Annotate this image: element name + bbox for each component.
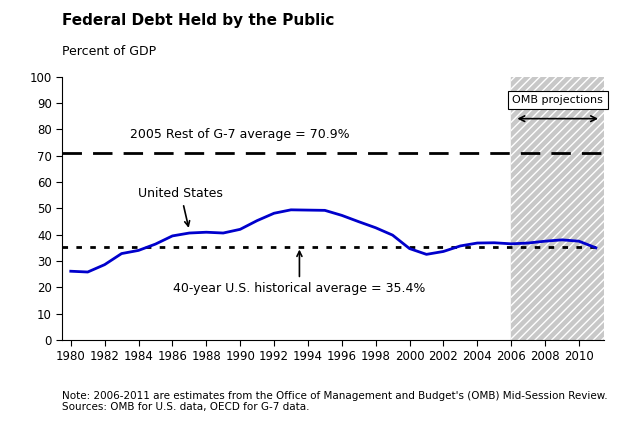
- Text: Note: 2006-2011 are estimates from the Office of Management and Budget's (OMB) M: Note: 2006-2011 are estimates from the O…: [62, 391, 608, 412]
- Text: United States: United States: [138, 187, 223, 226]
- Text: Federal Debt Held by the Public: Federal Debt Held by the Public: [62, 13, 335, 28]
- Bar: [511, 76, 604, 340]
- Text: 40-year U.S. historical average = 35.4%: 40-year U.S. historical average = 35.4%: [173, 251, 426, 295]
- Text: Percent of GDP: Percent of GDP: [62, 45, 156, 58]
- Bar: [511, 76, 604, 340]
- Text: 2005 Rest of G-7 average = 70.9%: 2005 Rest of G-7 average = 70.9%: [130, 128, 350, 141]
- Text: OMB projections: OMB projections: [512, 95, 603, 105]
